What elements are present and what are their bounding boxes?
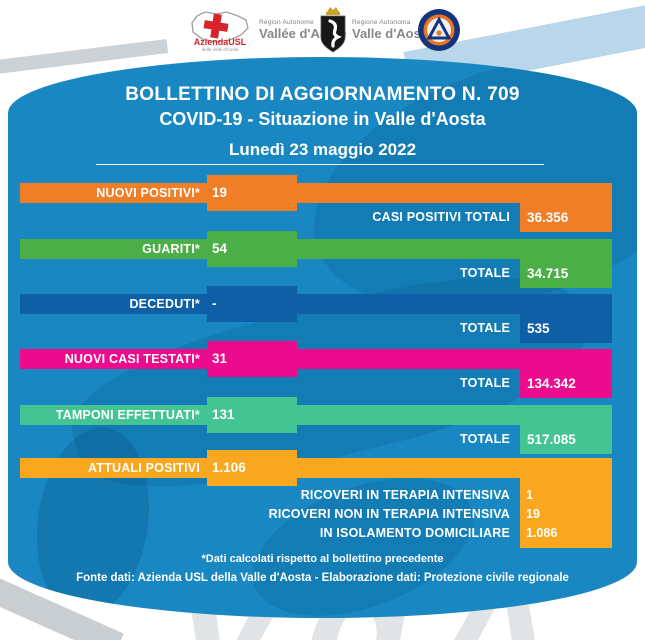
total-value-box: 34.715 xyxy=(520,259,612,288)
regione-autonoma-it-label: Regione Autonoma Valle d'Aosta xyxy=(352,19,433,41)
header-logos: AziendaUSL della Valle d'Aosta Région Au… xyxy=(0,0,645,57)
title-line-1: BOLLETTINO DI AGGIORNAMENTO N. 709 xyxy=(125,84,520,105)
breakdown-label-non-terapia-intensiva: RICOVERI NON IN TERAPIA INTENSIVA xyxy=(268,507,510,521)
stat-label: NUOVI CASI TESTATI* xyxy=(64,352,200,366)
breakdown-value-non-terapia-intensiva: 19 xyxy=(526,507,540,521)
breakdown-value-isolamento-domiciliare: 1.086 xyxy=(526,526,558,540)
svg-text:della Valle d'Aosta: della Valle d'Aosta xyxy=(202,47,239,52)
stat-value: - xyxy=(212,296,217,311)
stat-row-guariti: GUARITI* 54 TOTALE 34.715 xyxy=(20,231,612,351)
svg-text:AziendaUSL: AziendaUSL xyxy=(194,37,247,47)
stat-row-nuovi-casi-testati: NUOVI CASI TESTATI* 31 TOTALE 134.342 xyxy=(20,341,612,461)
stat-label: TAMPONI EFFETTUATI* xyxy=(55,408,200,422)
total-value: 134.342 xyxy=(527,376,576,391)
stat-row-attuali-positivi: ATTUALI POSITIVI 1.106 RICOVERI IN TERAP… xyxy=(20,450,612,570)
stat-label: NUOVI POSITIVI* xyxy=(96,186,200,200)
stat-value: 19 xyxy=(212,185,228,200)
total-label: TOTALE xyxy=(459,266,510,280)
stat-bar xyxy=(20,294,612,314)
stat-value: 31 xyxy=(212,351,228,366)
stat-column xyxy=(207,286,297,322)
total-label: TOTALE xyxy=(459,321,510,335)
stat-label: DECEDUTI* xyxy=(129,297,200,311)
stat-bar xyxy=(20,458,612,478)
total-value: 535 xyxy=(527,321,550,336)
usl-map-icon: AziendaUSL della Valle d'Aosta xyxy=(191,11,249,52)
stat-row-deceduti: DECEDUTI* - TOTALE 535 xyxy=(20,286,612,406)
total-value-box: 517.085 xyxy=(520,425,612,454)
total-value-box: 36.356 xyxy=(520,203,612,232)
stat-column xyxy=(207,397,297,433)
stat-column xyxy=(207,450,297,486)
total-label: TOTALE xyxy=(459,376,510,390)
stat-row-nuovi-positivi: NUOVI POSITIVI* 19 CASI POSITIVI TOTALI … xyxy=(20,175,612,295)
stat-bar xyxy=(20,405,612,425)
stat-label: ATTUALI POSITIVI xyxy=(88,461,200,475)
stat-label: GUARITI* xyxy=(142,242,200,256)
stat-value: 1.106 xyxy=(212,460,246,475)
footer-note: *Dati calcolati rispetto al bollettino p… xyxy=(201,553,444,565)
title-date: Lunedì 23 maggio 2022 xyxy=(228,140,417,159)
total-value: 34.715 xyxy=(527,266,569,281)
total-value-box: 535 xyxy=(520,314,612,343)
stat-bar xyxy=(20,239,612,259)
breakdown-value-terapia-intensiva: 1 xyxy=(526,488,533,502)
stat-bar xyxy=(20,349,612,369)
azienda-usl-logo: AziendaUSL della Valle d'Aosta xyxy=(183,7,253,54)
stat-bar xyxy=(20,183,612,203)
stat-column xyxy=(207,231,297,267)
stat-row-tamponi-effettuati: TAMPONI EFFETTUATI* 131 TOTALE 517.085 xyxy=(20,397,612,517)
red-cross-icon xyxy=(203,13,229,39)
valle-aosta-crest-icon xyxy=(317,5,349,54)
protezione-civile-icon xyxy=(417,8,461,52)
breakdown-label-isolamento-domiciliare: IN ISOLAMENTO DOMICILIARE xyxy=(319,526,510,540)
stat-value: 131 xyxy=(212,407,235,422)
page-title: BOLLETTINO DI AGGIORNAMENTO N. 709 COVID… xyxy=(0,84,645,160)
stat-value: 54 xyxy=(212,241,228,256)
stat-column xyxy=(207,175,297,211)
total-value: 36.356 xyxy=(527,210,569,225)
total-value-box: 134.342 xyxy=(520,369,612,398)
total-label: TOTALE xyxy=(459,432,510,446)
total-label: CASI POSITIVI TOTALI xyxy=(372,210,510,224)
title-line-2: COVID-19 - Situazione in Valle d'Aosta xyxy=(159,109,486,129)
total-value: 517.085 xyxy=(527,432,576,447)
breakdown-label-terapia-intensiva: RICOVERI IN TERAPIA INTENSIVA xyxy=(300,488,510,502)
title-divider xyxy=(96,164,544,165)
stat-column xyxy=(207,341,297,377)
footer-source: Fonte dati: Azienda USL della Valle d'Ao… xyxy=(76,572,569,584)
